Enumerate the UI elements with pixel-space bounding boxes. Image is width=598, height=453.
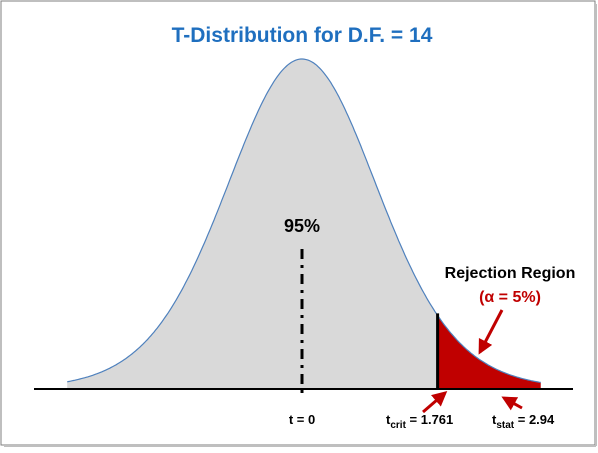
t-crit-arrow	[422, 391, 448, 414]
diagram-title: T-Distribution for D.F. = 14	[172, 24, 433, 47]
t-zero-label: t = 0	[289, 412, 315, 427]
t-crit-base: t	[386, 412, 391, 427]
alpha-label: (α = 5%)	[479, 289, 541, 306]
distribution-curve-outline	[67, 58, 541, 383]
t-stat-value: = 2.94	[514, 412, 555, 427]
t-crit-value: = 1.761	[406, 412, 453, 427]
rejection-region-label: Rejection Region	[445, 265, 576, 282]
t-stat-arrow	[501, 396, 523, 411]
t-stat-base: t	[492, 412, 497, 427]
distribution-curve-area	[67, 59, 541, 389]
t-stat-label: tstat = 2.94	[492, 412, 555, 431]
rejection-region-arrow	[478, 309, 504, 355]
confidence-label: 95%	[284, 216, 320, 236]
t-crit-label: tcrit = 1.761	[386, 412, 453, 431]
rejection-region-area	[437, 315, 541, 389]
t-stat-subscript: stat	[496, 420, 514, 431]
t-crit-subscript: crit	[390, 420, 406, 431]
